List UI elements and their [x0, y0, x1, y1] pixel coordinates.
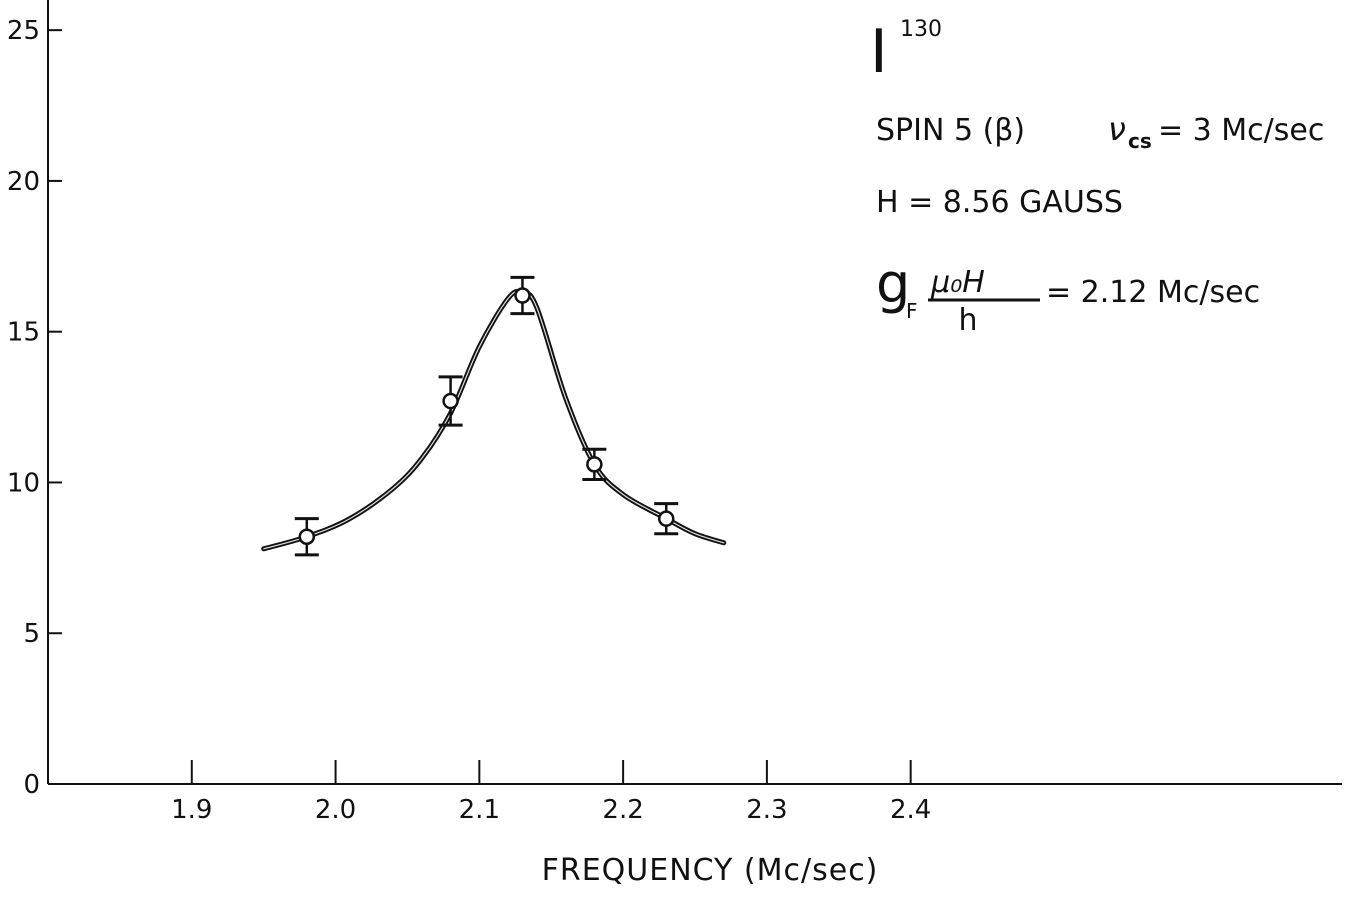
point-marker	[514, 287, 531, 304]
x-axis-title: FREQUENCY (Mc/sec)	[542, 853, 879, 888]
point-marker	[298, 528, 316, 545]
spin-label: SPIN 5 (β)	[876, 113, 1025, 148]
y-tick-label: 5	[23, 619, 40, 649]
g-result: = 2.12 Mc/sec	[1046, 275, 1260, 310]
x-tick-label: 1.9	[171, 795, 212, 825]
data-point	[582, 447, 607, 481]
data-point	[654, 502, 679, 536]
y-ticks: 0 5 10 15 20 25	[7, 16, 62, 800]
y-tick-label: 15	[7, 318, 40, 348]
field-label: H = 8.56 GAUSS	[876, 185, 1123, 220]
point-marker	[657, 510, 675, 527]
nu-subscript: cs	[1128, 129, 1152, 153]
y-tick-label: 10	[7, 468, 40, 498]
fraction-denominator: h	[958, 303, 977, 338]
x-tick-label: 2.4	[890, 795, 931, 825]
point-marker	[586, 456, 603, 473]
data-point	[294, 517, 319, 557]
point-marker	[442, 392, 459, 410]
x-tick-label: 2.2	[602, 795, 643, 825]
data-point	[438, 375, 463, 427]
x-ticks: 1.9 2.0 2.1 2.2 2.3 2.4	[171, 760, 931, 825]
isotope-mass: 130	[900, 17, 942, 42]
x-tick-label: 2.0	[315, 795, 356, 825]
y-tick-label: 20	[7, 167, 40, 197]
data-points	[294, 275, 679, 557]
data-point	[510, 275, 535, 316]
annotations: I 130 SPIN 5 (β) ν cs = 3 Mc/sec H = 8.5…	[870, 17, 1324, 338]
g-symbol: g	[876, 252, 910, 315]
g-subscript: F	[906, 299, 918, 323]
fraction-numerator: μ₀H	[930, 265, 985, 300]
x-tick-label: 2.1	[459, 795, 500, 825]
y-tick-label: 0	[23, 770, 40, 800]
isotope-symbol: I	[870, 17, 888, 87]
y-tick-label: 25	[7, 16, 40, 46]
x-tick-label: 2.3	[746, 795, 787, 825]
spin-frequency: = 3 Mc/sec	[1158, 113, 1324, 148]
nu-symbol: ν	[1108, 110, 1126, 148]
